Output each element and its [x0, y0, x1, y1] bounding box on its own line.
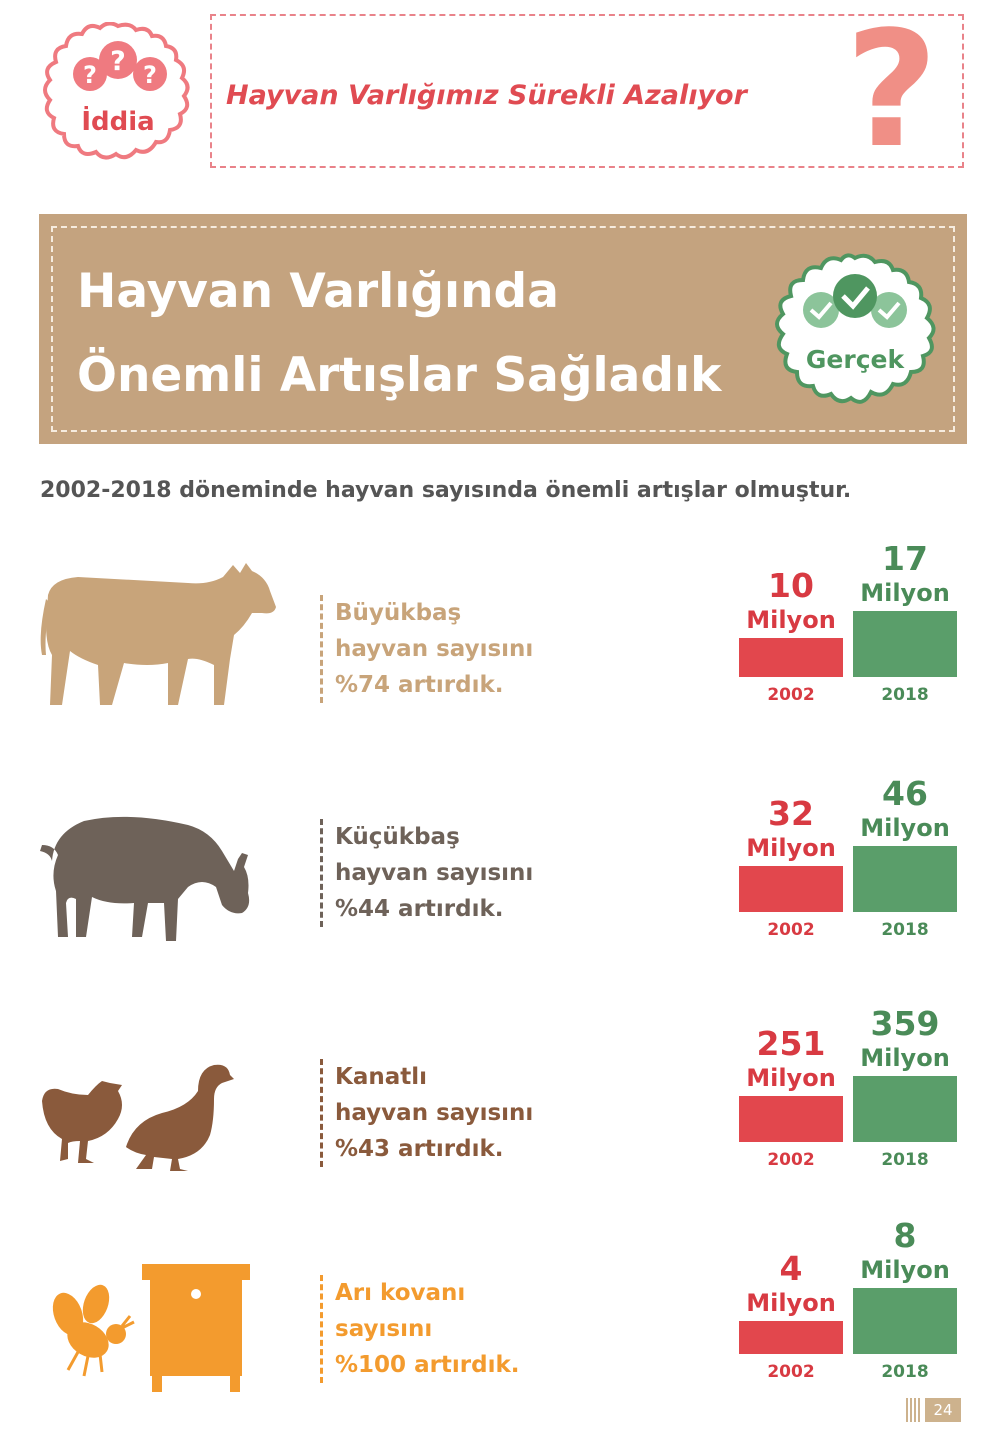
check-icon [833, 274, 877, 318]
svg-text:?: ? [83, 61, 97, 89]
goat-icon [40, 816, 250, 941]
value-number: 17 [882, 539, 928, 578]
year-label-2002: 2002 [767, 920, 815, 940]
row-beehives-text: Arı kovanı sayısını %100 artırdık. [320, 1275, 520, 1383]
value-label-2018: 17 Milyon [835, 542, 975, 605]
claim-badge: ? ? ? İddia [38, 21, 198, 162]
fact-badge-label: Gerçek [806, 345, 906, 374]
claim-badge-scallop [43, 21, 190, 160]
claim-text: Hayvan Varlığımız Sürekli Azalıyor [226, 80, 747, 111]
check-icon [871, 292, 907, 328]
row-text-line: Büyükbaş [335, 600, 462, 626]
question-bubble-icon [73, 57, 107, 91]
bar-chart-beehives: 4 Milyon 2002 8 Milyon 2018 [730, 1197, 970, 1382]
bar-2018 [853, 1076, 957, 1142]
year-label-2018: 2018 [881, 920, 929, 940]
value-number: 8 [893, 1216, 917, 1255]
page-stripes [906, 1398, 920, 1422]
bar-2018 [853, 846, 957, 912]
row-text-line: Kanatlı [335, 1064, 427, 1090]
fact-badge: Gerçek [767, 252, 943, 412]
bee-icon [52, 1284, 135, 1377]
value-label-2018: 46 Milyon [835, 777, 975, 840]
value-number: 359 [870, 1004, 940, 1043]
value-label-2002: 10 Milyon [721, 569, 861, 632]
row-text-line: Küçükbaş [335, 824, 460, 850]
row-small-livestock-text: Küçükbaş hayvan sayısını %44 artırdık. [320, 819, 533, 927]
value-unit: Milyon [860, 1256, 950, 1284]
value-number: 251 [756, 1024, 826, 1063]
row-text-line: %43 artırdık. [335, 1136, 504, 1162]
row-text-line: %100 artırdık. [335, 1352, 520, 1378]
svg-text:?: ? [110, 46, 126, 77]
question-bubble-icon [99, 41, 137, 79]
row-text-line: hayvan sayısını [335, 636, 534, 662]
row-cattle-text: Büyükbaş hayvan sayısını %74 artırdık. [320, 595, 533, 703]
fact-badge-scallop [775, 253, 936, 404]
row-text-line: %74 artırdık. [335, 672, 504, 698]
question-bubble-icon [133, 57, 167, 91]
bar-2018 [853, 1288, 957, 1354]
check-icon [803, 292, 839, 328]
big-question-mark-icon: ? [845, 0, 938, 183]
bar-2018 [853, 611, 957, 677]
bar-chart-cattle: 10 Milyon 2002 17 Milyon 2018 [730, 530, 970, 705]
year-label-2018: 2018 [881, 1150, 929, 1170]
bar-2002 [739, 1096, 843, 1142]
bar-2002 [739, 638, 843, 677]
bar-chart-poultry: 251 Milyon 2002 359 Milyon 2018 [730, 978, 970, 1170]
row-text-line: hayvan sayısını [335, 860, 534, 886]
fact-headline-line2: Önemli Artışlar Sağladık [77, 348, 722, 403]
year-label-2002: 2002 [767, 1150, 815, 1170]
bar-2002 [739, 866, 843, 912]
subtitle: 2002-2018 döneminde hayvan sayısında öne… [40, 478, 852, 503]
fact-banner: Hayvan Varlığında Önemli Artışlar Sağlad… [39, 214, 967, 444]
value-label-2018: 359 Milyon [835, 1007, 975, 1070]
row-poultry-text: Kanatlı hayvan sayısını %43 artırdık. [320, 1059, 533, 1167]
year-label-2002: 2002 [767, 685, 815, 705]
bar-2002 [739, 1321, 843, 1354]
row-text-line: Arı kovanı [335, 1280, 466, 1306]
value-label-2018: 8 Milyon [835, 1219, 975, 1282]
poultry-icon [42, 1064, 234, 1171]
value-number: 10 [768, 566, 814, 605]
row-text-line: %44 artırdık. [335, 896, 504, 922]
svg-text:?: ? [143, 61, 157, 89]
value-unit: Milyon [746, 606, 836, 634]
value-label-2002: 32 Milyon [721, 797, 861, 860]
value-unit: Milyon [746, 1289, 836, 1317]
fact-banner-border [51, 226, 955, 432]
beehive-icon [52, 1264, 250, 1392]
year-label-2018: 2018 [881, 685, 929, 705]
value-label-2002: 4 Milyon [721, 1252, 861, 1315]
year-label-2018: 2018 [881, 1362, 929, 1382]
cow-icon [40, 563, 276, 705]
value-number: 46 [882, 774, 928, 813]
value-number: 32 [768, 794, 814, 833]
value-unit: Milyon [860, 814, 950, 842]
page-number: 24 [925, 1398, 961, 1422]
claim-box: Hayvan Varlığımız Sürekli Azalıyor ? [210, 10, 964, 170]
row-text-line: sayısını [335, 1316, 433, 1342]
value-unit: Milyon [860, 579, 950, 607]
claim-badge-label: İddia [81, 105, 154, 137]
bar-chart-small-livestock: 32 Milyon 2002 46 Milyon 2018 [730, 757, 970, 940]
row-text-line: hayvan sayısını [335, 1100, 534, 1126]
value-unit: Milyon [746, 1064, 836, 1092]
value-number: 4 [779, 1249, 803, 1288]
year-label-2002: 2002 [767, 1362, 815, 1382]
value-unit: Milyon [746, 834, 836, 862]
value-unit: Milyon [860, 1044, 950, 1072]
fact-headline-line1: Hayvan Varlığında [77, 264, 559, 319]
value-label-2002: 251 Milyon [721, 1027, 861, 1090]
